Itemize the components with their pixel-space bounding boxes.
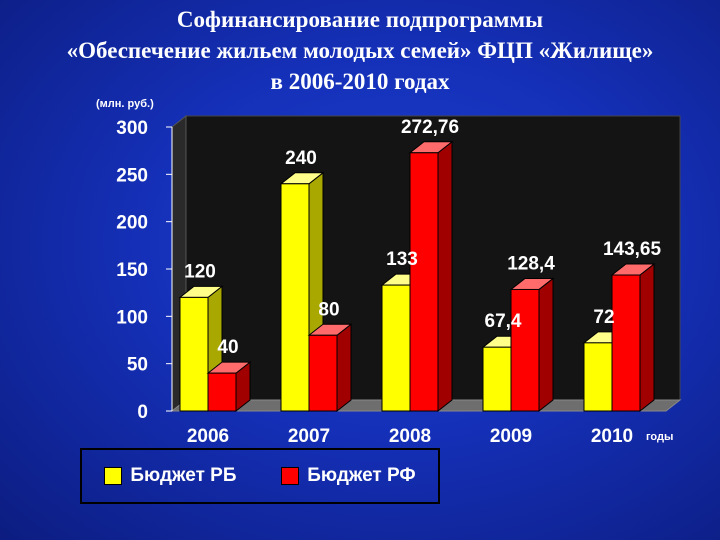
bar-side — [437, 140, 453, 413]
chart-title: Софинансирование подпрограммы «Обеспечен… — [0, 4, 720, 97]
y-tick-label: 50 — [127, 355, 148, 376]
y-tick-label: 300 — [116, 118, 148, 139]
bar-rf-2009 — [510, 288, 540, 412]
bar-rb-2010 — [583, 342, 613, 412]
bar-rb-2008 — [381, 284, 411, 412]
y-tick-label: 100 — [116, 307, 148, 328]
title-line-2: «Обеспечение жильем молодых семей» ФЦП «… — [66, 38, 654, 63]
data-label-rb-2008: 133 — [386, 249, 418, 270]
data-label-rb-2010: 72 — [593, 307, 614, 328]
bar-rb-2007 — [280, 183, 310, 412]
data-label-rb-2007: 240 — [285, 148, 317, 169]
legend-swatch-rb — [104, 467, 123, 485]
bar-rb-2009 — [482, 346, 512, 412]
x-tick-label-2010: 2010 — [591, 426, 633, 447]
bar-side — [336, 323, 352, 413]
y-axis: 0 50 100 150 200 250 300 (млн. руб.) — [96, 98, 173, 423]
y-tick-label: 250 — [116, 165, 148, 186]
data-label-rb-2009: 67,4 — [485, 311, 522, 332]
legend-item-rf: Бюджет РФ — [281, 465, 416, 487]
y-tick-label: 0 — [137, 402, 148, 423]
bar-rf-2010 — [611, 274, 641, 412]
data-label-rf-2009: 128,4 — [507, 253, 555, 274]
x-tick-label-2007: 2007 — [288, 426, 330, 447]
x-tick-label-2009: 2009 — [490, 426, 532, 447]
x-tick-label-2006: 2006 — [187, 426, 229, 447]
x-axis-label: годы — [646, 431, 673, 443]
data-label-rb-2006: 120 — [184, 261, 216, 282]
bar-rb-2006 — [179, 296, 209, 412]
legend-label-rf: Бюджет РФ — [307, 465, 416, 486]
bar-side — [639, 262, 655, 413]
bar-side — [538, 277, 554, 413]
legend-label-rb: Бюджет РБ — [130, 465, 237, 486]
data-label-rf-2010: 143,65 — [603, 239, 662, 260]
data-labels: 120 40 240 80 133 272,76 67,4 128,4 72 143,65 — [184, 117, 661, 358]
bar-rf-2008 — [409, 152, 439, 412]
title-line-1: Софинансирование подпрограммы — [176, 7, 544, 32]
bars — [178, 140, 656, 413]
title-line-3: в 2006-2010 годах — [270, 69, 450, 94]
x-tick-label-2008: 2008 — [389, 426, 431, 447]
legend-item-rb: Бюджет РБ — [104, 465, 237, 487]
data-label-rf-2006: 40 — [217, 337, 238, 358]
y-tick-label: 200 — [116, 213, 148, 234]
y-axis-label: (млн. руб.) — [96, 98, 154, 110]
bar-rf-2006 — [207, 372, 237, 412]
data-label-rf-2007: 80 — [318, 299, 339, 320]
legend: Бюджет РБ Бюджет РФ — [80, 448, 440, 504]
legend-swatch-rf — [281, 467, 300, 485]
y-tick-label: 150 — [116, 260, 148, 281]
data-label-rf-2008: 272,76 — [401, 117, 459, 138]
x-axis: 2006 2007 2008 2009 2010 годы — [187, 426, 674, 447]
bar-rf-2007 — [308, 334, 338, 412]
